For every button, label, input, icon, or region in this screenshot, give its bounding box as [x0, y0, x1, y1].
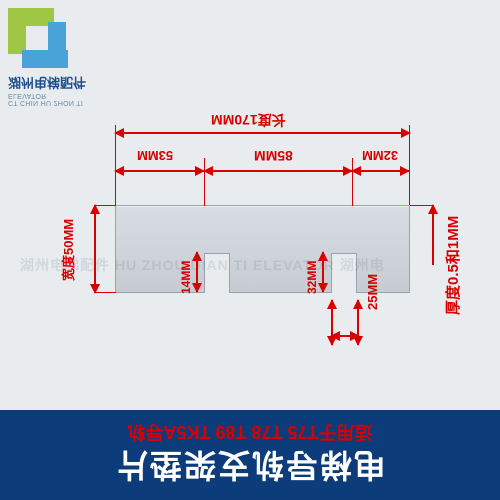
dim-label: 14MM	[179, 261, 193, 294]
dim-label: 宽度50MM	[58, 219, 77, 281]
banner-title: 电梯导轨支架垫片	[0, 444, 500, 490]
dim-label: 85MM	[254, 148, 293, 164]
brand-logo: 湖州电梯配件 CT CHIN HU 2HON TI ELEVATOR	[8, 8, 98, 106]
logo-mark-icon	[8, 8, 72, 72]
dim-label: 25MM	[365, 274, 380, 310]
title-banner: 适用于T75 T78 T89 TK5A导轨 电梯导轨支架垫片	[0, 410, 500, 500]
dim-label: 32MM	[305, 261, 319, 294]
dim-label: 53MM	[137, 148, 173, 163]
dim-label: 长度170MM	[211, 110, 286, 130]
dim-label: 32MM	[362, 148, 398, 163]
brand-name-en: CT CHIN HU 2HON TI ELEVATOR	[8, 92, 98, 106]
banner-subtitle: 适用于T75 T78 T89 TK5A导轨	[0, 420, 500, 446]
brand-name-cn: 湖州电梯配件	[8, 74, 86, 93]
dim-label: 厚度0.5和1MM	[442, 216, 463, 315]
